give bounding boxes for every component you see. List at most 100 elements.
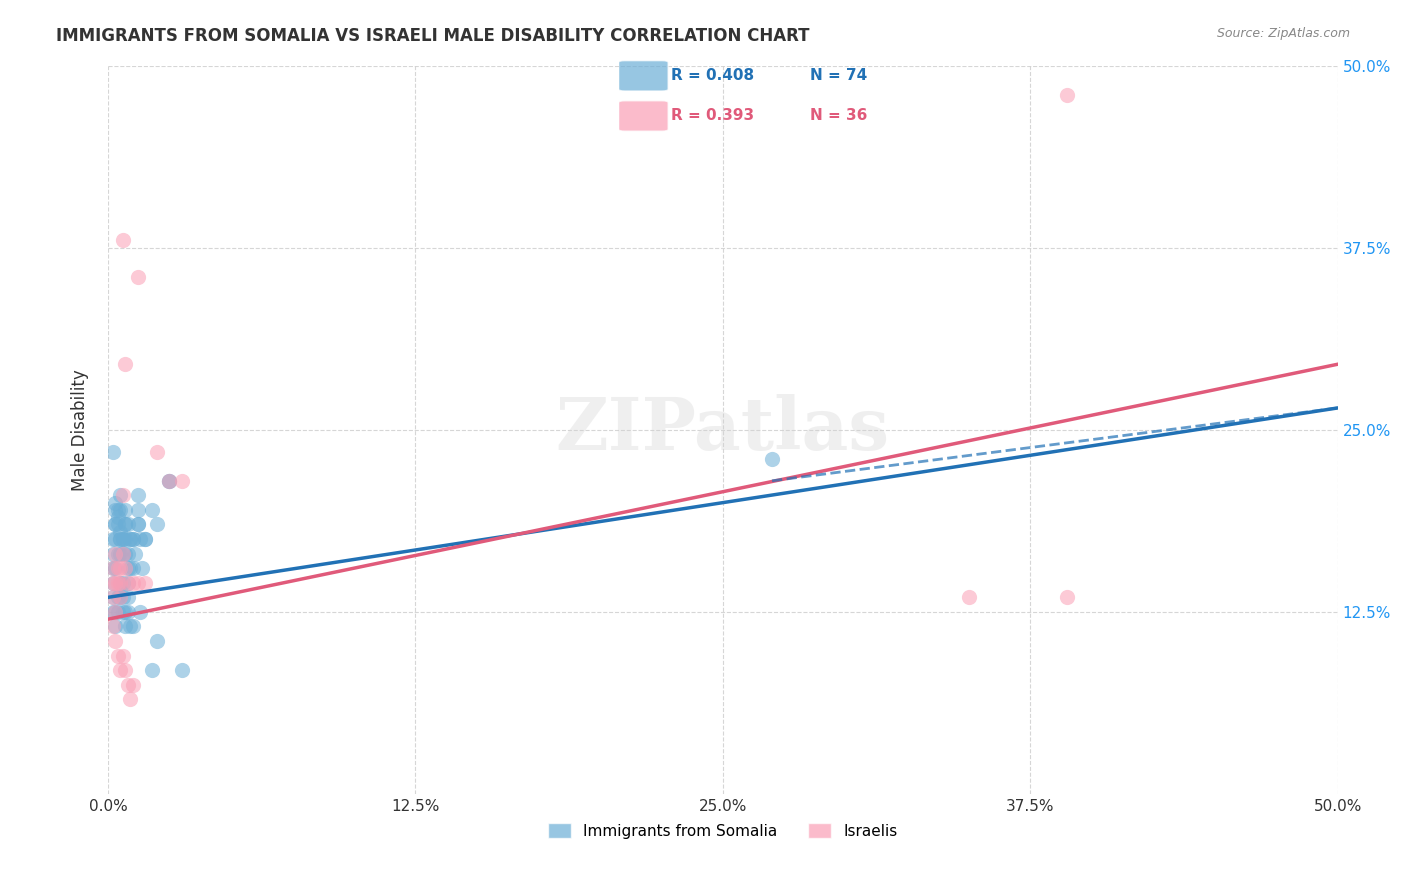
Point	[114, 605, 136, 619]
Point	[101, 444, 124, 458]
Y-axis label: Male Disability: Male Disability	[72, 369, 89, 491]
Point	[110, 663, 132, 677]
Point	[146, 444, 169, 458]
Point	[111, 488, 134, 502]
Point	[110, 561, 132, 575]
Point	[107, 547, 129, 561]
Point	[111, 532, 134, 546]
Point	[111, 547, 134, 561]
Point	[110, 532, 132, 546]
Point	[110, 532, 132, 546]
Point	[120, 561, 142, 575]
Point	[101, 561, 124, 575]
Point	[121, 532, 143, 546]
Point	[120, 619, 142, 633]
Point	[141, 503, 163, 517]
Text: N = 74: N = 74	[810, 69, 868, 83]
Point	[117, 591, 139, 605]
Text: Source: ZipAtlas.com: Source: ZipAtlas.com	[1216, 27, 1350, 40]
Point	[134, 532, 156, 546]
Point	[1056, 87, 1078, 102]
Point	[111, 547, 134, 561]
Point	[104, 547, 127, 561]
Point	[101, 619, 124, 633]
Point	[114, 619, 136, 633]
Point	[114, 503, 136, 517]
Point	[107, 561, 129, 575]
Point	[134, 575, 156, 590]
Text: R = 0.393: R = 0.393	[671, 109, 755, 123]
Point	[127, 503, 149, 517]
Point	[121, 619, 143, 633]
Point	[114, 561, 136, 575]
Point	[114, 663, 136, 677]
Point	[117, 517, 139, 532]
Text: IMMIGRANTS FROM SOMALIA VS ISRAELI MALE DISABILITY CORRELATION CHART: IMMIGRANTS FROM SOMALIA VS ISRAELI MALE …	[56, 27, 810, 45]
Point	[117, 575, 139, 590]
Point	[124, 547, 146, 561]
Point	[117, 561, 139, 575]
Point	[110, 591, 132, 605]
Point	[101, 532, 124, 546]
Point	[1056, 591, 1078, 605]
Text: ZIPatlas: ZIPatlas	[555, 394, 890, 466]
Point	[170, 663, 193, 677]
Point	[101, 591, 124, 605]
Point	[107, 605, 129, 619]
Point	[104, 517, 127, 532]
Point	[111, 532, 134, 546]
Point	[114, 357, 136, 371]
FancyBboxPatch shape	[619, 101, 668, 131]
Point	[127, 575, 149, 590]
Point	[101, 575, 124, 590]
Point	[121, 561, 143, 575]
Point	[101, 591, 124, 605]
Point	[110, 575, 132, 590]
Point	[129, 532, 152, 546]
Point	[114, 532, 136, 546]
Point	[110, 488, 132, 502]
Point	[111, 648, 134, 663]
FancyBboxPatch shape	[619, 61, 668, 91]
Point	[101, 605, 124, 619]
Legend: Immigrants from Somalia, Israelis: Immigrants from Somalia, Israelis	[543, 816, 904, 845]
Point	[117, 605, 139, 619]
Point	[107, 575, 129, 590]
Point	[131, 561, 153, 575]
Point	[104, 605, 127, 619]
Point	[101, 561, 124, 575]
Point	[159, 474, 181, 488]
Point	[111, 591, 134, 605]
Point	[127, 517, 149, 532]
Point	[110, 503, 132, 517]
Point	[117, 575, 139, 590]
Point	[121, 575, 143, 590]
Point	[110, 524, 132, 539]
Point	[104, 561, 127, 575]
Point	[111, 575, 134, 590]
Point	[761, 452, 783, 467]
Point	[107, 591, 129, 605]
Point	[107, 648, 129, 663]
Point	[104, 634, 127, 648]
Point	[107, 517, 129, 532]
Point	[120, 692, 142, 706]
Point	[110, 591, 132, 605]
Point	[146, 517, 169, 532]
Point	[101, 575, 124, 590]
Point	[104, 503, 127, 517]
Point	[134, 532, 156, 546]
Point	[159, 474, 181, 488]
Point	[110, 575, 132, 590]
Point	[117, 678, 139, 692]
Text: N = 36: N = 36	[810, 109, 868, 123]
Point	[121, 678, 143, 692]
Point	[104, 619, 127, 633]
Point	[121, 532, 143, 546]
Point	[104, 575, 127, 590]
Point	[146, 634, 169, 648]
Point	[114, 547, 136, 561]
Point	[170, 474, 193, 488]
Point	[101, 547, 124, 561]
Point	[110, 547, 132, 561]
